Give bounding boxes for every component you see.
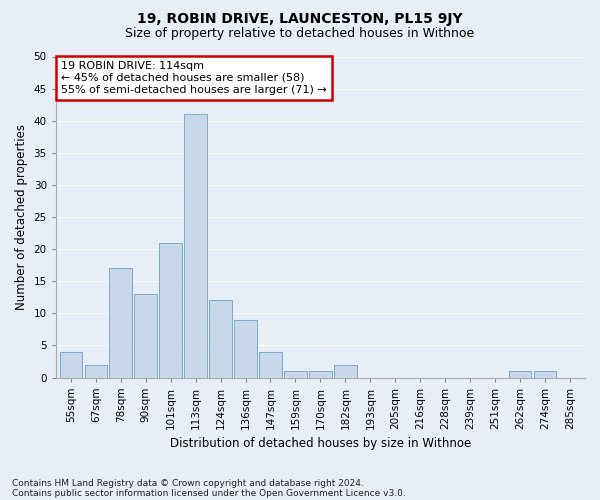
Text: Contains public sector information licensed under the Open Government Licence v3: Contains public sector information licen… <box>12 488 406 498</box>
Bar <box>509 371 532 378</box>
Text: 19, ROBIN DRIVE, LAUNCESTON, PL15 9JY: 19, ROBIN DRIVE, LAUNCESTON, PL15 9JY <box>137 12 463 26</box>
Bar <box>534 371 556 378</box>
Text: Contains HM Land Registry data © Crown copyright and database right 2024.: Contains HM Land Registry data © Crown c… <box>12 478 364 488</box>
Bar <box>284 371 307 378</box>
Text: Size of property relative to detached houses in Withnoe: Size of property relative to detached ho… <box>125 28 475 40</box>
Y-axis label: Number of detached properties: Number of detached properties <box>15 124 28 310</box>
Bar <box>109 268 132 378</box>
Bar <box>85 364 107 378</box>
Bar <box>259 352 282 378</box>
Bar <box>334 364 356 378</box>
Bar <box>209 300 232 378</box>
Text: 19 ROBIN DRIVE: 114sqm
← 45% of detached houses are smaller (58)
55% of semi-det: 19 ROBIN DRIVE: 114sqm ← 45% of detached… <box>61 62 327 94</box>
Bar <box>160 242 182 378</box>
Bar <box>235 320 257 378</box>
Bar <box>309 371 332 378</box>
Bar <box>134 294 157 378</box>
Bar <box>59 352 82 378</box>
X-axis label: Distribution of detached houses by size in Withnoe: Distribution of detached houses by size … <box>170 437 471 450</box>
Bar <box>184 114 207 378</box>
